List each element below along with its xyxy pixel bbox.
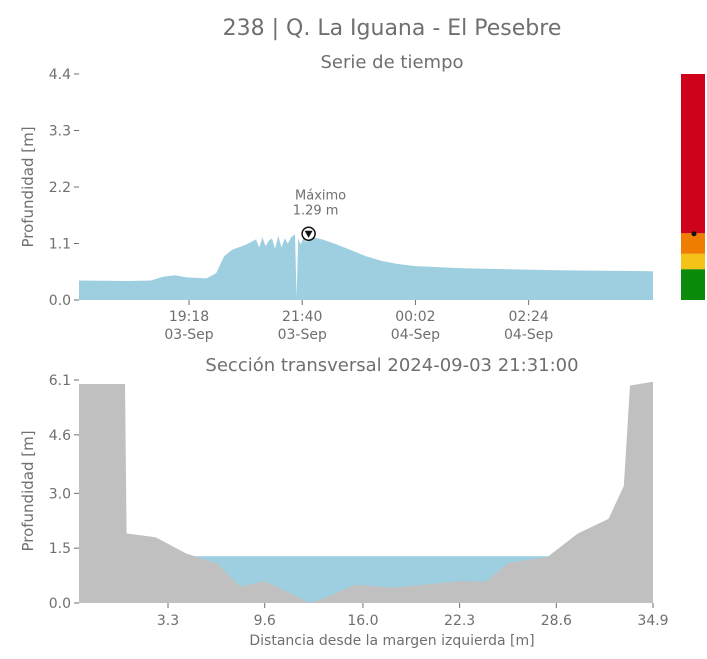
y-tick-label-1: 1.1 <box>49 237 71 253</box>
alert-segment-1 <box>681 253 705 270</box>
alert-level-bar <box>681 74 705 300</box>
cross-section-plot <box>79 380 653 603</box>
maximum-label: Máximo <box>295 189 346 204</box>
x-tick-label-3: 22.3 <box>444 613 475 629</box>
cross-section-panel: Sección transversal 2024-09-03 21:31:00 … <box>19 355 669 649</box>
y-tick-label-3: 4.6 <box>49 428 71 444</box>
cross-section-ylabel: Profundidad [m] <box>19 430 37 551</box>
time-series-panel: Serie de tiempo Profundidad [m] 0.0 1.1 2.… <box>19 52 653 343</box>
y-tick-label-2: 2.2 <box>49 180 71 196</box>
x-tick-date-3: 04-Sep <box>504 327 553 343</box>
y-tick-label-2: 3.0 <box>49 486 71 502</box>
time-series-title: Serie de tiempo <box>320 52 463 73</box>
cross-section-xlabel: Distancia desde la margen izquierda [m] <box>249 633 534 649</box>
x-tick-date-2: 04-Sep <box>391 327 440 343</box>
alert-segment-3 <box>681 74 705 234</box>
y-tick-label-1: 1.5 <box>49 541 71 557</box>
time-series-ylabel: Profundidad [m] <box>19 126 37 247</box>
x-tick-date-1: 03-Sep <box>278 327 327 343</box>
maximum-annotation: Máximo 1.29 m <box>293 189 346 241</box>
terrain-area <box>79 380 653 603</box>
cross-section-title: Sección transversal 2024-09-03 21:31:00 <box>205 355 578 376</box>
x-tick-time-1: 21:40 <box>282 309 322 325</box>
x-tick-time-3: 02:24 <box>508 309 548 325</box>
x-tick-time-2: 00:02 <box>395 309 435 325</box>
time-series-axes: 0.0 1.1 2.2 3.3 4.4 19:18 03-Sep 21:40 03-Sep 00:… <box>49 67 554 343</box>
maximum-value: 1.29 m <box>293 204 339 219</box>
maximum-arrow-icon <box>304 230 313 238</box>
time-series-plot <box>79 234 653 300</box>
y-tick-label-0: 0.0 <box>49 596 71 612</box>
y-tick-label-4: 4.4 <box>49 67 71 83</box>
y-tick-label-3: 3.3 <box>49 124 71 140</box>
cross-section-axes: 0.0 1.5 3.0 4.6 6.1 3.3 9.6 16.0 22.3 28.6 34.9 <box>49 373 669 629</box>
x-tick-label-2: 16.0 <box>347 613 378 629</box>
alert-segment-0 <box>681 269 705 300</box>
x-tick-time-0: 19:18 <box>169 309 209 325</box>
figure-title: 238 | Q. La Iguana - El Pesebre <box>223 16 562 41</box>
x-tick-label-1: 9.6 <box>254 613 276 629</box>
depth-series-area-0 <box>79 234 653 300</box>
alert-segment-2 <box>681 233 705 254</box>
x-tick-label-0: 3.3 <box>157 613 179 629</box>
y-tick-label-0: 0.0 <box>49 293 71 309</box>
x-tick-label-4: 28.6 <box>541 613 572 629</box>
y-tick-label-4: 6.1 <box>49 373 71 389</box>
alert-level-marker <box>691 231 697 237</box>
x-tick-label-5: 34.9 <box>637 613 668 629</box>
x-tick-date-0: 03-Sep <box>164 327 213 343</box>
